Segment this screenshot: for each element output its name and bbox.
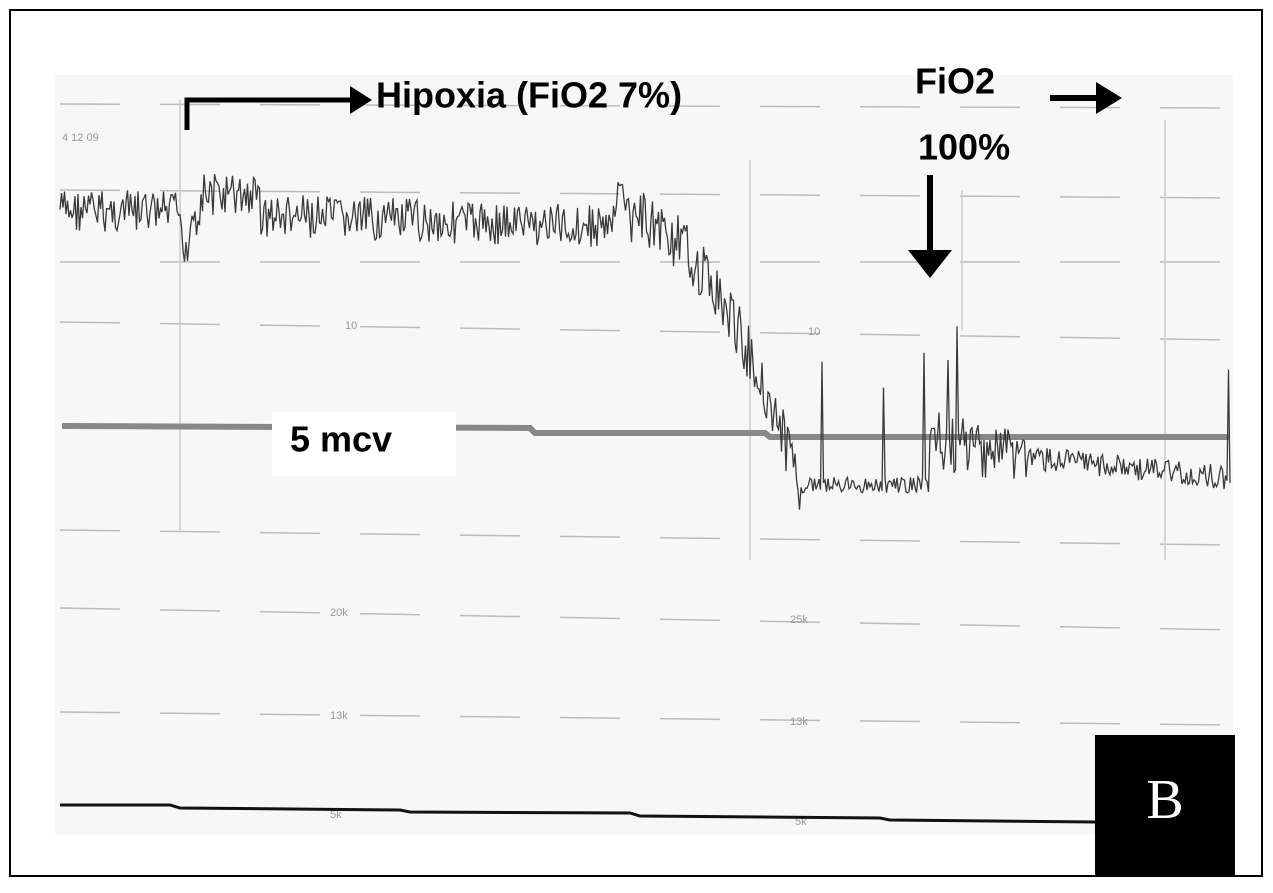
panel-label: B <box>1146 769 1183 831</box>
figure: 4 12 09 10 10 20k 25k 13k 13k 5k 5k Hipo… <box>0 0 1273 888</box>
strip-label: 20k <box>330 607 348 619</box>
hypoxia-annotation: Hipoxia (FiO2 7%) <box>376 75 682 116</box>
strip-label: 4 12 09 <box>62 132 99 144</box>
strip-label: 10 <box>345 320 357 332</box>
strip-label: 25k <box>790 614 808 626</box>
strip-label: 10 <box>808 326 820 338</box>
scale-label: 5 mcv <box>290 419 392 460</box>
strip-label: 13k <box>330 710 348 722</box>
strip-label: 13k <box>790 716 808 728</box>
fio2-value: 100% <box>918 127 1010 168</box>
fio2-annotation: FiO2 <box>915 61 995 102</box>
recording-strip <box>55 75 1233 835</box>
